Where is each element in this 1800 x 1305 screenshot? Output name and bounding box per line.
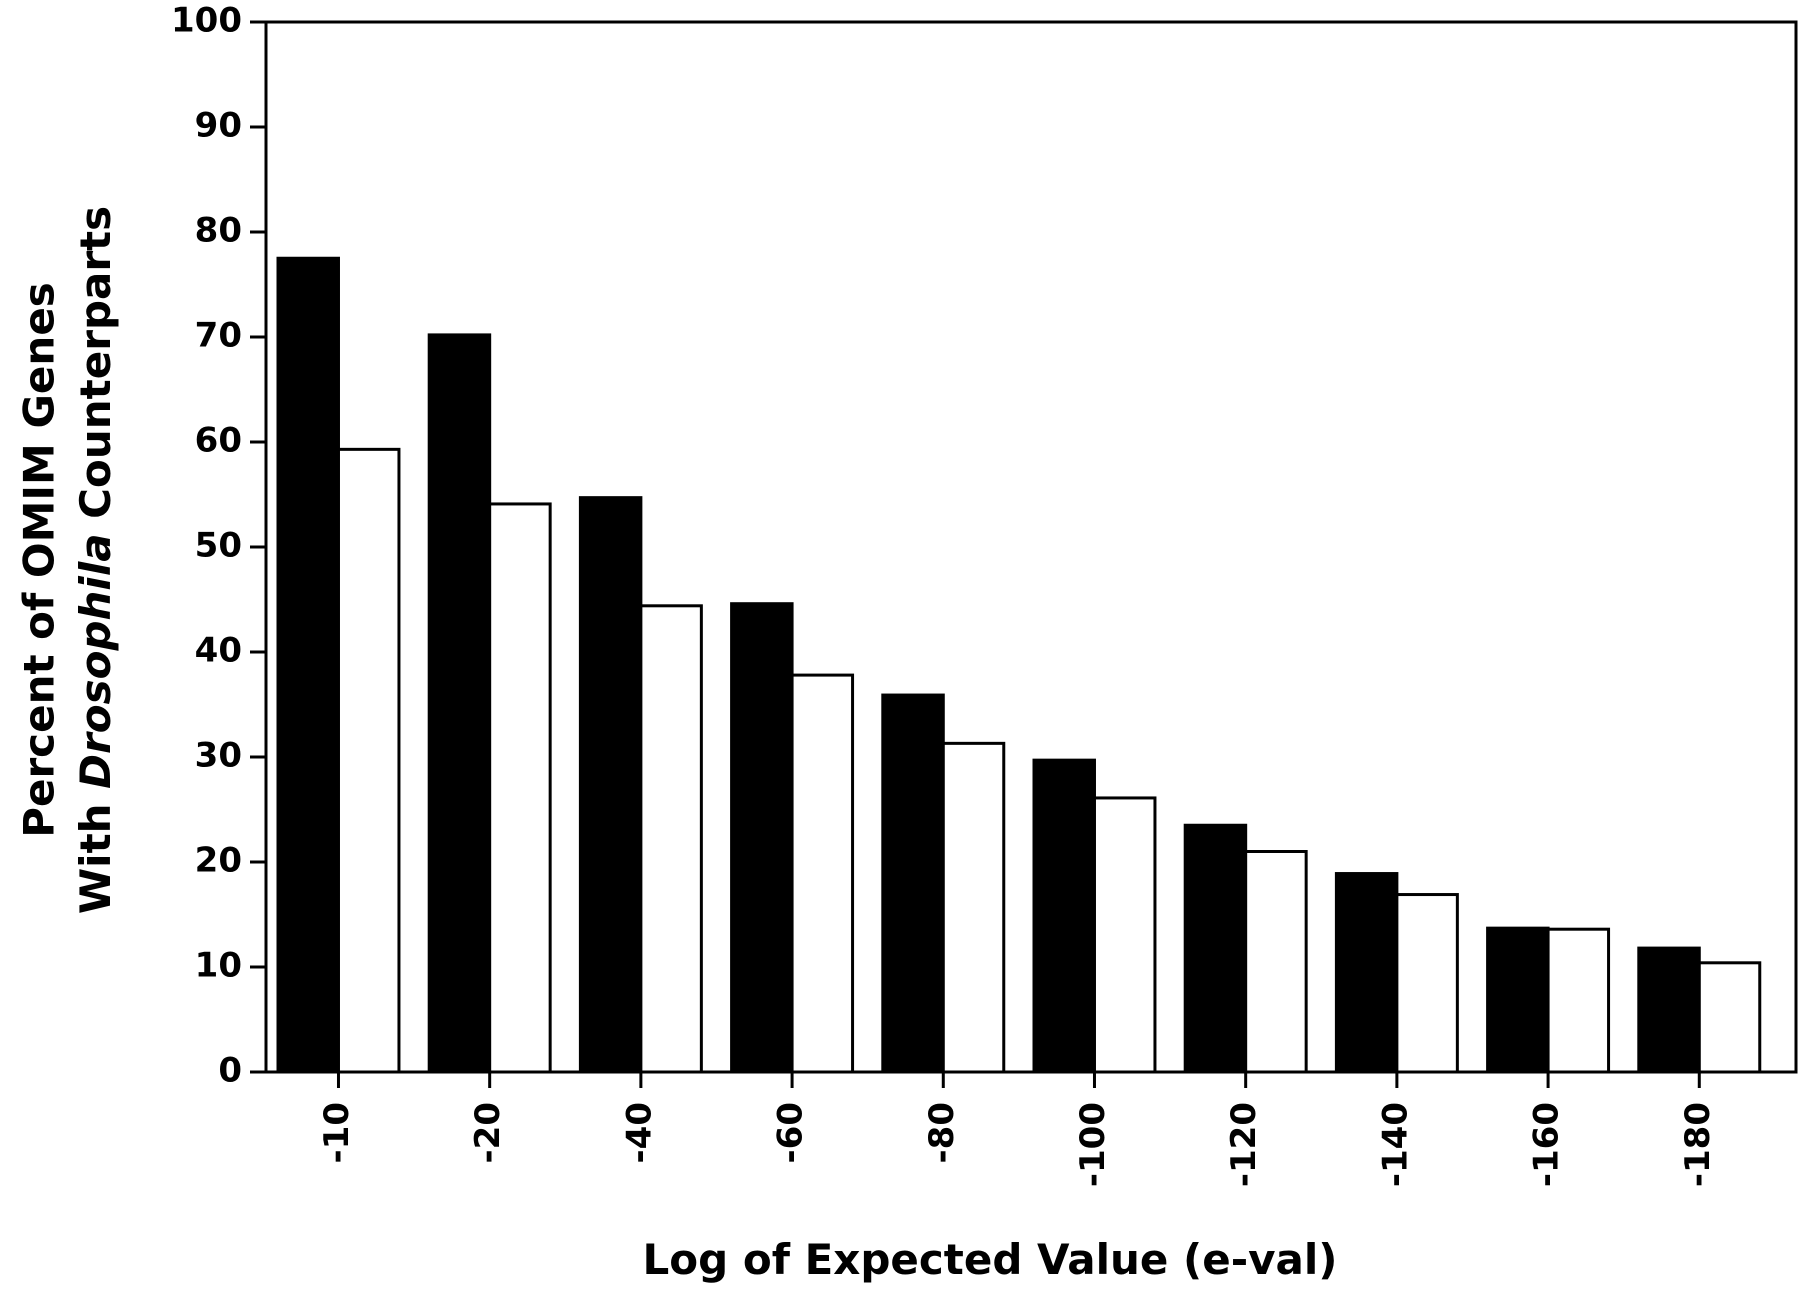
y-tick-label: 10 [195, 946, 242, 986]
bar-white [336, 447, 401, 1074]
bar-black [730, 602, 794, 1074]
y-tick-label: 30 [195, 736, 242, 776]
bar-black [1637, 946, 1701, 1074]
y-axis-title-suffix: Counterparts [71, 206, 120, 534]
y-axis-title-line1: Percent of OMIM Genes [15, 282, 64, 838]
y-tick-label: 0 [218, 1051, 242, 1091]
bar-black [1486, 926, 1550, 1074]
x-tick-label: -120 [1224, 1102, 1264, 1187]
x-tick-label: -20 [468, 1102, 508, 1163]
bar-white [1697, 961, 1762, 1074]
y-tick-label: 60 [195, 421, 242, 461]
y-axis-title-prefix: With [71, 789, 120, 914]
bar-white [790, 673, 855, 1074]
y-tick-label: 80 [195, 211, 242, 251]
y-tick-label: 40 [195, 631, 242, 671]
x-tick-label: -100 [1073, 1102, 1113, 1187]
bar-white [1092, 796, 1157, 1074]
bar-black [1183, 823, 1248, 1074]
x-axis: -10 -20 -40 -60 -80 -100 -120 -140 -160 -180 [317, 1072, 1718, 1187]
y-axis-title-italic: Drosophila [71, 533, 120, 788]
x-tick-label: -10 [317, 1102, 357, 1163]
bar-black [881, 693, 945, 1074]
x-tick-label: -40 [619, 1102, 659, 1163]
x-tick-label: -60 [771, 1102, 811, 1163]
x-tick-label: -180 [1678, 1102, 1718, 1187]
bar-black [427, 333, 492, 1074]
bar-white [941, 741, 1006, 1074]
bars [276, 256, 1762, 1074]
y-tick-label: 100 [171, 1, 242, 41]
x-tick-label: -160 [1527, 1102, 1567, 1187]
bar-black [1032, 758, 1096, 1074]
y-tick-label: 50 [195, 526, 242, 566]
x-axis-title: Log of Expected Value (e-val) [643, 1235, 1338, 1284]
bar-white [639, 604, 703, 1074]
bar-white [1546, 927, 1611, 1074]
y-axis: 0 10 20 30 40 50 60 70 80 90 100 [171, 1, 266, 1091]
y-tick-label: 70 [195, 316, 242, 356]
bar-white [1395, 893, 1459, 1074]
x-tick-label: -140 [1375, 1102, 1415, 1187]
bar-black [1334, 872, 1399, 1074]
y-tick-label: 20 [195, 841, 242, 881]
y-tick-label: 90 [195, 106, 242, 146]
y-axis-title-line2: With Drosophila Counterparts [71, 206, 120, 914]
bar-white [488, 502, 552, 1074]
bar-black [276, 256, 340, 1074]
x-tick-label: -80 [922, 1102, 962, 1163]
bar-black [578, 496, 643, 1074]
bar-white [1244, 850, 1308, 1074]
